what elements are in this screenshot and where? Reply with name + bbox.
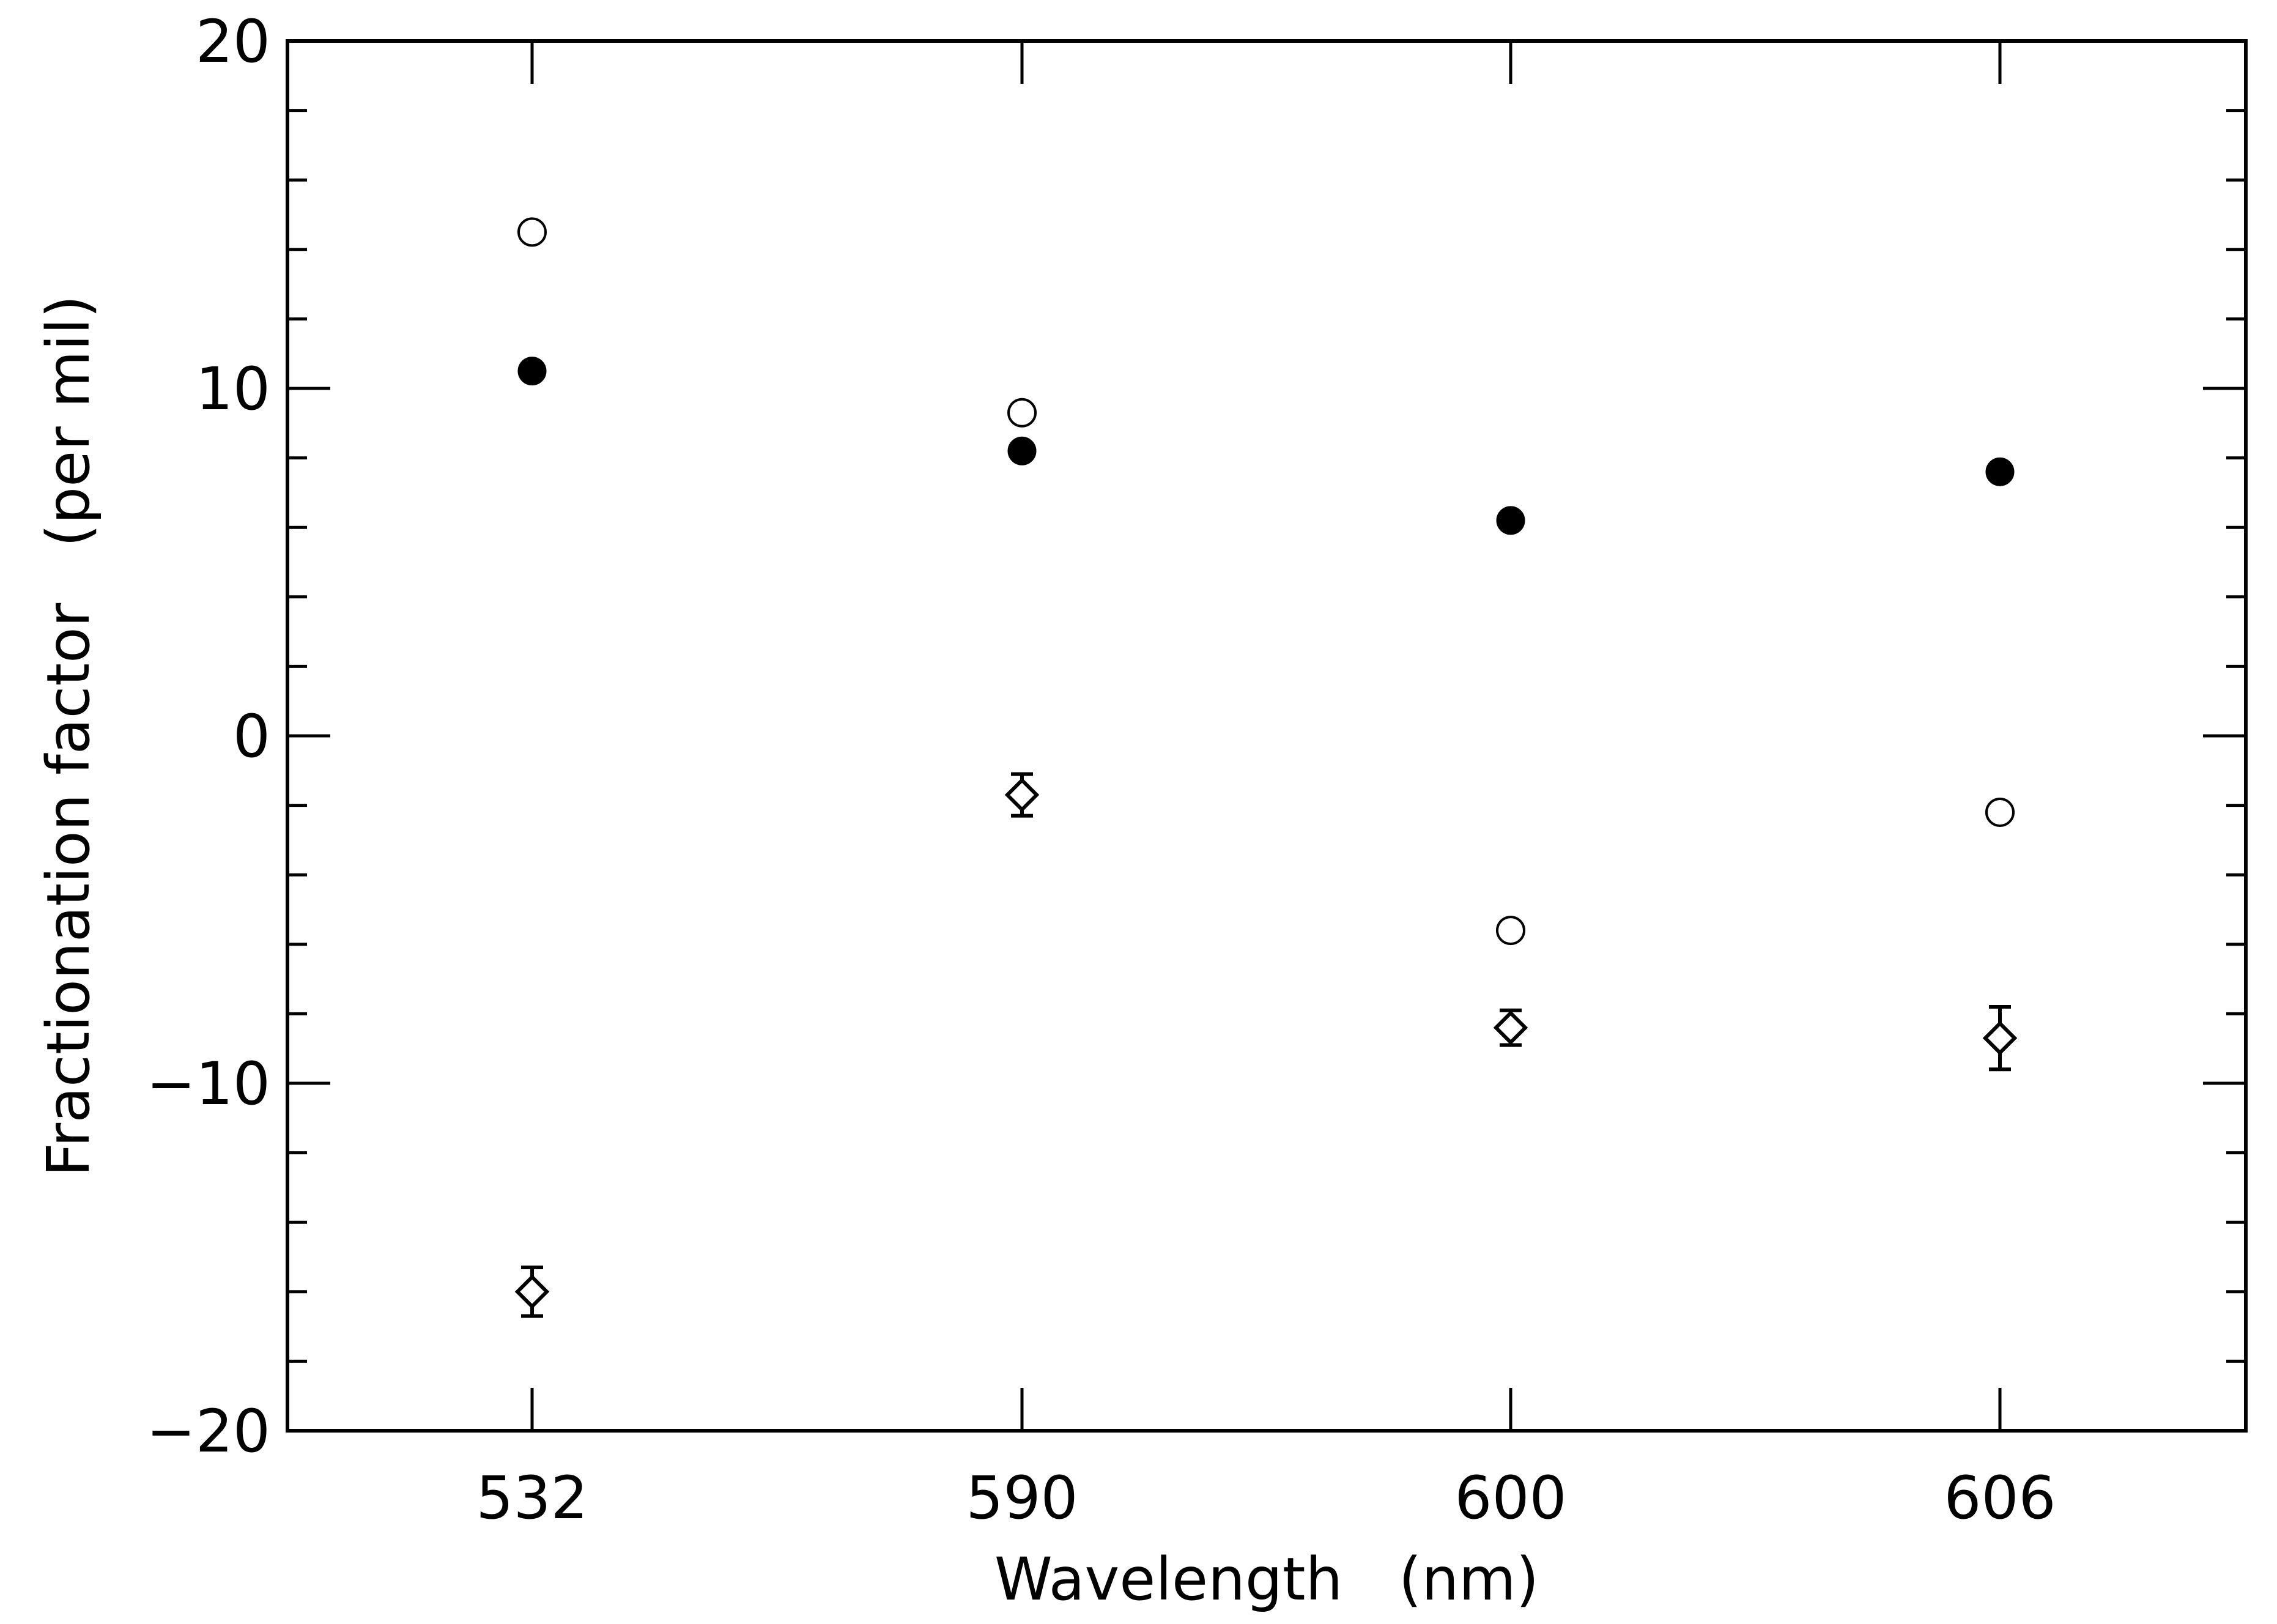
y-tick-label: −10 <box>146 1050 270 1118</box>
open-circle-point <box>1496 916 1525 946</box>
x-tick-label: 532 <box>476 1464 588 1532</box>
y-tick-label: 0 <box>233 702 270 771</box>
diamond-point <box>514 1274 550 1310</box>
x-tick-label: 606 <box>1944 1464 2056 1532</box>
x-axis-label: Wavelength (nm) <box>994 1545 1539 1614</box>
y-tick-label: −20 <box>146 1397 270 1466</box>
data-marks <box>514 217 2018 1318</box>
open-circle-point <box>517 217 547 247</box>
x-tick-labels: 532 590 600 606 <box>476 1464 2056 1532</box>
open-circle-point <box>1007 398 1037 428</box>
filled-circle-point <box>1496 506 1525 535</box>
filled-circle-point <box>1985 457 2015 486</box>
x-tick-label: 600 <box>1454 1464 1566 1532</box>
y-tick-labels: −20 −10 0 10 20 <box>146 7 270 1466</box>
filled-circle-point <box>1007 436 1037 465</box>
x-tick-label: 590 <box>966 1464 1078 1532</box>
diamond-point <box>1982 1020 2018 1056</box>
y-tick-label: 10 <box>196 355 270 423</box>
axis-ticks <box>287 39 2246 1433</box>
diamond-point <box>1493 1010 1528 1045</box>
diamond-point <box>1004 777 1040 812</box>
filled-circle-point <box>517 357 547 386</box>
open-circle-point <box>1985 797 2015 827</box>
y-tick-label: 20 <box>196 7 270 76</box>
y-axis-label: Fractionation factor (per mil) <box>34 295 103 1177</box>
